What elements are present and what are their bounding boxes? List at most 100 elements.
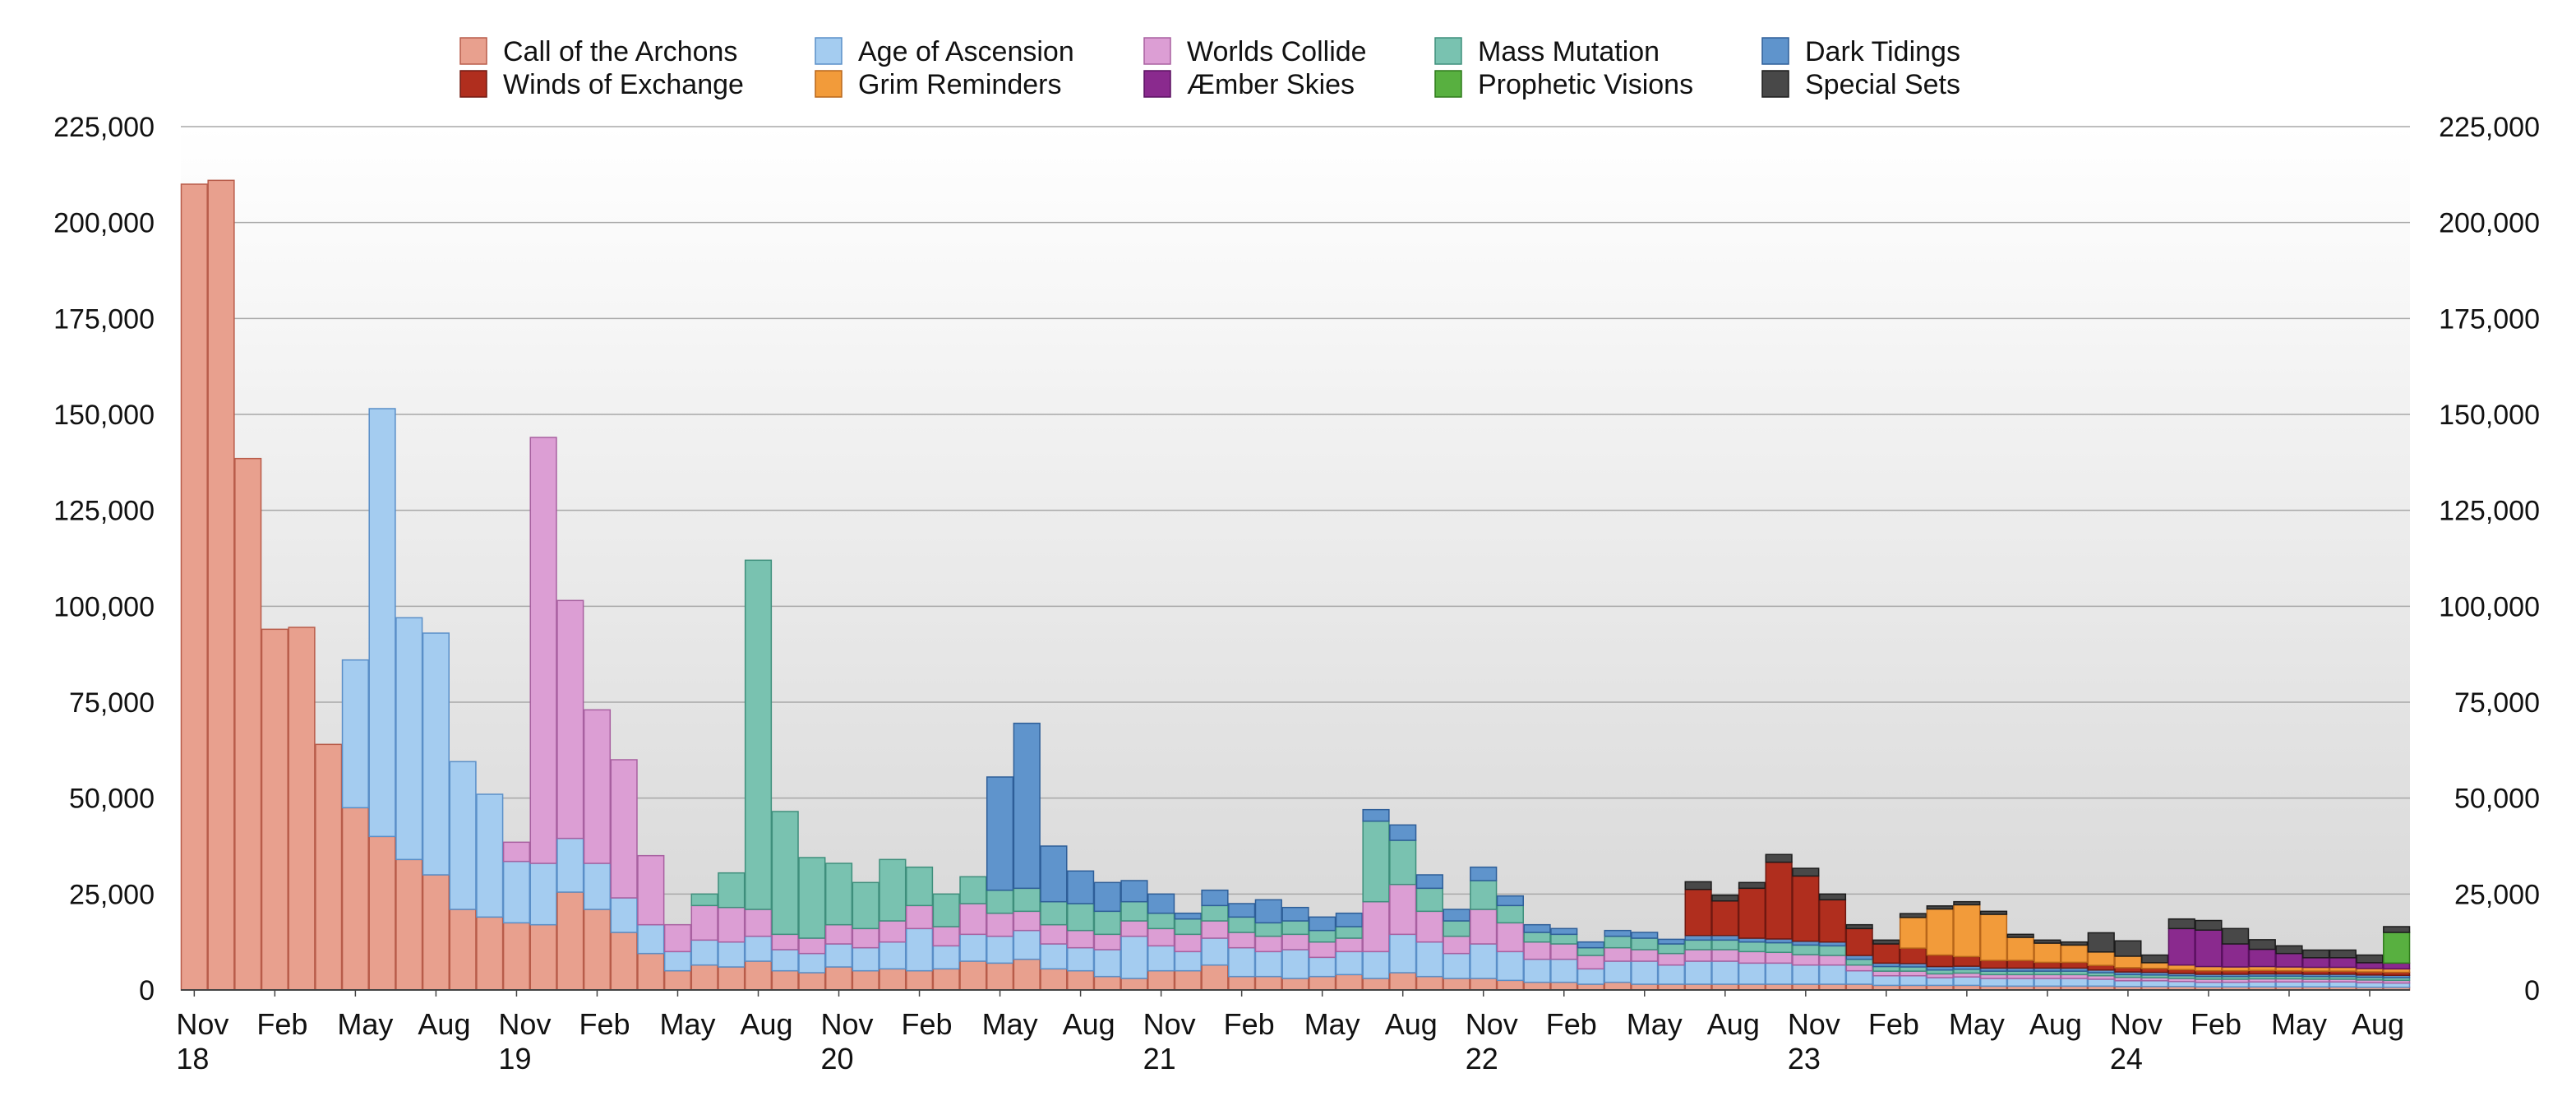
bar-segment xyxy=(502,841,531,863)
bar-segment xyxy=(1818,945,1847,956)
bar-segment xyxy=(1415,941,1443,978)
legend-item: Call of the Archons xyxy=(459,36,737,67)
bar-segment xyxy=(1604,946,1632,962)
bar-segment xyxy=(2383,932,2411,964)
y-axis-right: 0 25,000 50,000 75,000 100,000 125,000 150,000… xyxy=(2439,112,2540,1006)
bar-segment xyxy=(2329,981,2357,988)
bar-segment xyxy=(1845,927,1873,956)
y-tick-label-right: 100,000 xyxy=(2439,591,2540,622)
bar-segment xyxy=(824,966,853,991)
bar-segment xyxy=(1362,820,1390,903)
bar-segment xyxy=(1845,958,1873,966)
x-tick-label: May xyxy=(659,1007,715,1041)
x-tick-year-label: 21 xyxy=(1143,1042,1176,1075)
bar-segment xyxy=(959,960,987,991)
bar-segment xyxy=(529,437,557,864)
bar-segment xyxy=(1120,900,1148,922)
bar-segment xyxy=(1254,935,1282,953)
bar-segment xyxy=(1979,913,2008,961)
bar-segment xyxy=(341,807,369,991)
x-tick-label: Feb xyxy=(1868,1007,1919,1041)
bar-segment xyxy=(798,972,826,991)
x-tick-label: May xyxy=(1949,1007,2005,1041)
bar-segment xyxy=(341,659,369,809)
bar-segment xyxy=(2140,980,2169,987)
bar-segment xyxy=(2006,960,2034,969)
bar-segment xyxy=(1174,918,1202,936)
bar-segment xyxy=(1711,960,1739,985)
bar-segment xyxy=(1711,949,1739,962)
y-tick-label-right: 225,000 xyxy=(2439,112,2540,143)
x-tick-label: Nov xyxy=(176,1007,229,1041)
bar-segment xyxy=(2302,981,2330,988)
bar-segment xyxy=(1631,949,1659,962)
bar-segment xyxy=(1201,889,1229,907)
bar-segment xyxy=(1201,964,1229,991)
bar-segment xyxy=(1684,888,1712,937)
bar-segment xyxy=(1496,904,1524,924)
bar-segment xyxy=(718,872,746,909)
legend-swatch xyxy=(459,37,487,65)
bar-segment xyxy=(2087,951,2115,966)
bar-segment xyxy=(2195,919,2223,931)
bar-segment xyxy=(1415,910,1443,943)
bar-segment xyxy=(502,860,531,924)
bar-segment xyxy=(1711,934,1739,941)
bar-segment xyxy=(556,599,584,839)
bar-segment xyxy=(207,179,235,991)
bar-segment xyxy=(1872,939,1900,945)
bar-segment xyxy=(959,933,987,962)
bar-segment xyxy=(1201,920,1229,939)
legend-label: Grim Reminders xyxy=(858,69,1061,100)
y-tick-label-left: 50,000 xyxy=(69,784,155,815)
bar-segment xyxy=(1389,972,1417,991)
bar-segment xyxy=(2034,939,2061,944)
legend-item: Æmber Skies xyxy=(1143,69,1355,100)
legend-item: Grim Reminders xyxy=(815,69,1061,100)
bar-segment xyxy=(1335,926,1363,939)
y-tick-label-right: 125,000 xyxy=(2439,496,2540,527)
bar-segment xyxy=(2114,967,2142,973)
bar-segment xyxy=(288,627,316,991)
x-tick-label: Feb xyxy=(579,1007,630,1041)
bar-segment xyxy=(744,960,773,991)
legend-swatch xyxy=(1434,70,1462,98)
bar-segment xyxy=(1657,964,1686,985)
x-tick-year-label: 22 xyxy=(1466,1042,1498,1075)
bar-segment xyxy=(1550,958,1578,983)
bar-segment xyxy=(2275,952,2303,968)
bar-segment xyxy=(2302,949,2330,959)
x-tick-year-label: 20 xyxy=(821,1042,854,1075)
bar-segment xyxy=(1550,933,1578,945)
bar-segment xyxy=(1577,955,1605,970)
bar-segment xyxy=(1228,932,1256,949)
bar-segment xyxy=(1254,975,1282,991)
bar-segment xyxy=(1389,883,1417,936)
x-tick-label: May xyxy=(2271,1007,2327,1041)
bar-segment xyxy=(690,939,718,966)
bar-segment xyxy=(1657,983,1686,991)
bar-segment xyxy=(1335,937,1363,953)
y-tick-label-right: 50,000 xyxy=(2454,784,2540,815)
bar-segment xyxy=(1120,935,1148,979)
bar-segment xyxy=(798,952,826,974)
bar-segment xyxy=(1899,966,1927,972)
bar-segment xyxy=(637,923,665,955)
bar-segment xyxy=(1792,867,1820,877)
x-tick-label: May xyxy=(1627,1007,1683,1041)
bar-segment xyxy=(2034,978,2061,987)
bar-segment xyxy=(2248,981,2276,988)
legend-swatch xyxy=(1761,37,1789,65)
bar-segment xyxy=(1979,910,2008,915)
y-tick-label-left: 0 xyxy=(139,975,155,1006)
x-tick-label: Aug xyxy=(418,1007,470,1041)
bar-segment xyxy=(1281,920,1309,936)
bar-segment xyxy=(1470,943,1498,979)
bar-segment xyxy=(718,941,746,968)
bar-segment xyxy=(1093,975,1121,991)
bar-segment xyxy=(1040,900,1068,926)
bar-segment xyxy=(1281,906,1309,922)
bar-segment xyxy=(1147,927,1175,947)
bar-segment xyxy=(1765,861,1793,940)
bar-segment xyxy=(1335,974,1363,991)
